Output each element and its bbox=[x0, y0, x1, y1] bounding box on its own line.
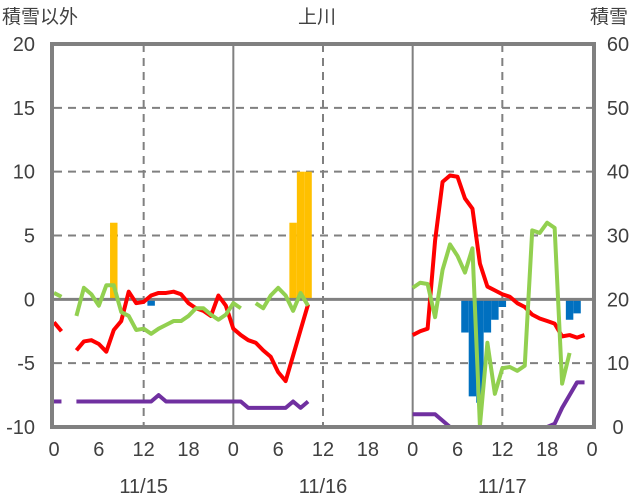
right-tick-label: 10 bbox=[607, 353, 629, 375]
left-axis-title: 積雪以外 bbox=[2, 6, 79, 28]
x-tick-label: 0 bbox=[228, 439, 239, 461]
series-0-segment-2 bbox=[411, 173, 586, 340]
x-tick-label: 6 bbox=[93, 439, 104, 461]
series-1-segment-2 bbox=[254, 285, 310, 313]
series-0-segment-0 bbox=[52, 321, 64, 333]
x-tick-label: 18 bbox=[177, 439, 199, 461]
right-tick-label: 30 bbox=[607, 226, 629, 248]
bar-1-0 bbox=[147, 299, 155, 306]
bar-0-0 bbox=[110, 222, 118, 300]
bar-1-7 bbox=[565, 299, 574, 320]
x-tick-label: 18 bbox=[536, 439, 558, 461]
series-2-segment-1 bbox=[76, 393, 310, 410]
left-tick-label: 15 bbox=[13, 98, 35, 120]
plot-frame bbox=[50, 42, 596, 429]
right-tick-label: 0 bbox=[612, 417, 623, 439]
right-axis-title: 積雪 bbox=[590, 6, 629, 28]
bar-1-2 bbox=[468, 299, 477, 397]
series-1-segment-1 bbox=[74, 283, 242, 336]
x-tick-label: 0 bbox=[407, 439, 418, 461]
x-tick-label: 12 bbox=[133, 439, 155, 461]
bar-0-3 bbox=[304, 171, 312, 300]
bar-1-3 bbox=[476, 299, 484, 403]
x-tick-label: 0 bbox=[586, 439, 597, 461]
series-2-segment-2 bbox=[412, 380, 585, 429]
bar-1-6 bbox=[498, 299, 507, 307]
x-tick-label: 6 bbox=[273, 439, 284, 461]
bar-0-1 bbox=[289, 222, 297, 300]
x-tick-label: 12 bbox=[491, 439, 513, 461]
x-tick-label: 0 bbox=[48, 439, 59, 461]
date-label: 11/16 bbox=[299, 476, 348, 498]
date-label: 11/15 bbox=[119, 476, 168, 498]
bar-1-8 bbox=[573, 299, 581, 314]
series-1-segment-0 bbox=[53, 291, 63, 299]
bar-1-1 bbox=[461, 299, 469, 333]
left-tick-label: 0 bbox=[24, 289, 35, 311]
x-tick-label: 18 bbox=[357, 439, 379, 461]
left-tick-label: -10 bbox=[6, 417, 35, 439]
bar-1-4 bbox=[483, 299, 492, 333]
bar-0-2 bbox=[296, 171, 305, 300]
series-0-segment-1 bbox=[74, 289, 310, 384]
date-label: 11/17 bbox=[478, 476, 527, 498]
left-tick-label: -5 bbox=[17, 353, 35, 375]
right-tick-label: 50 bbox=[607, 98, 629, 120]
chart-title: 上川 bbox=[298, 6, 337, 28]
right-tick-label: 40 bbox=[607, 162, 629, 184]
x-tick-label: 6 bbox=[452, 439, 463, 461]
left-tick-label: 10 bbox=[13, 162, 35, 184]
bar-1-5 bbox=[491, 299, 499, 320]
left-tick-label: 5 bbox=[24, 226, 35, 248]
right-tick-label: 20 bbox=[607, 289, 629, 311]
right-tick-label: 60 bbox=[607, 34, 629, 56]
x-tick-label: 12 bbox=[312, 439, 334, 461]
series-1-segment-3 bbox=[411, 220, 572, 428]
left-tick-label: 20 bbox=[13, 34, 35, 56]
